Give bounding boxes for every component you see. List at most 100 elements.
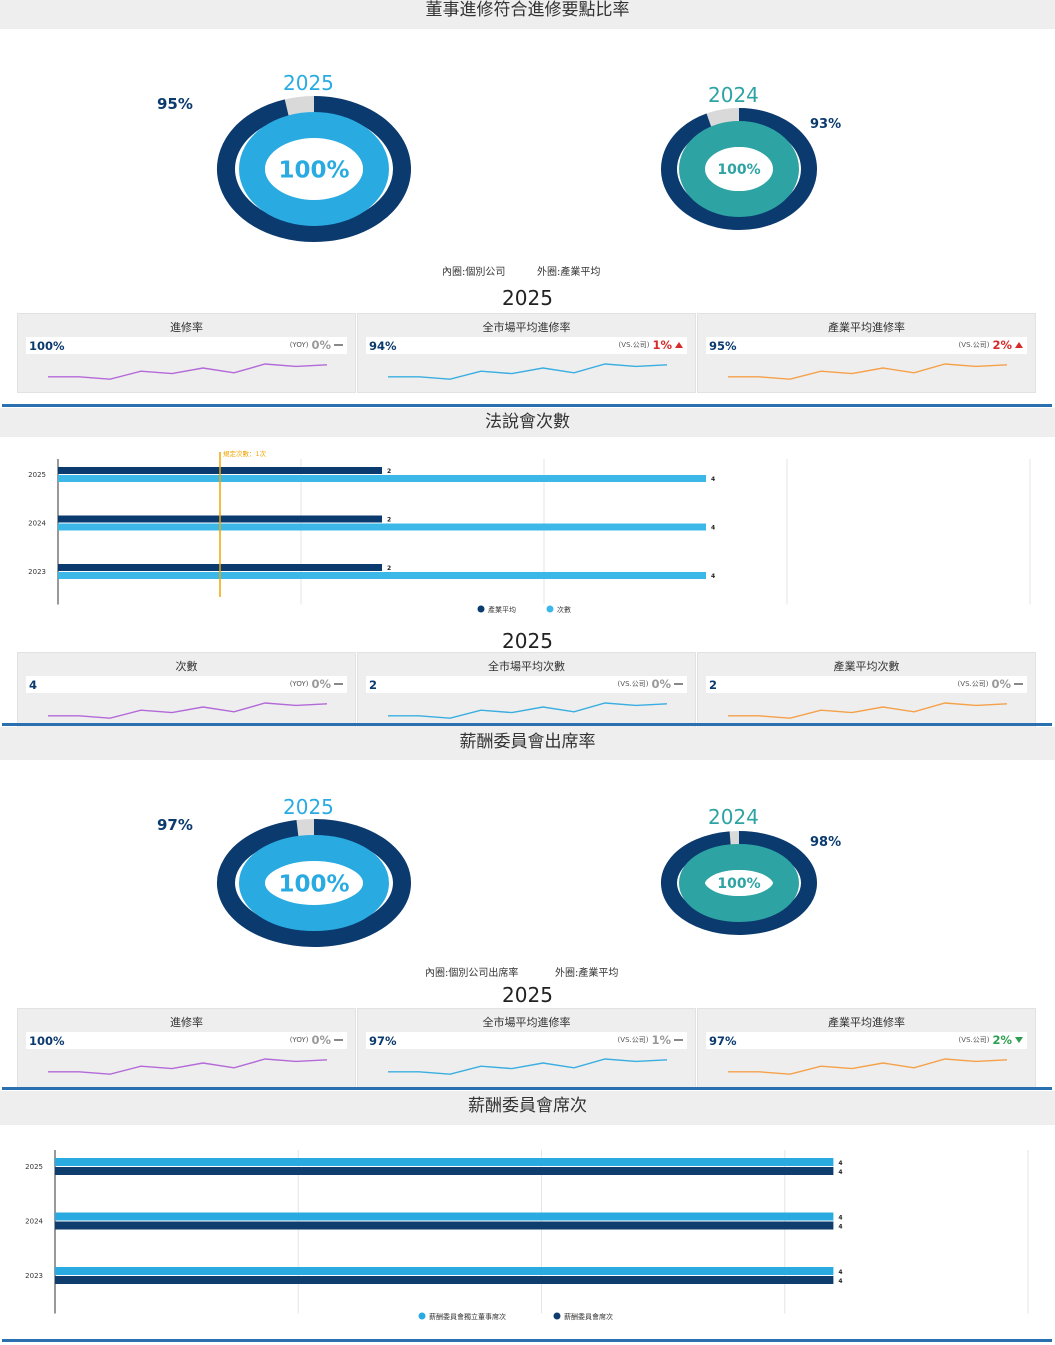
card-value-row: 100% (YOY) 0% (26, 1032, 347, 1049)
card-change: 2% (992, 338, 1012, 352)
bc2-data-label: 2 (387, 517, 391, 524)
card-value-row: 97% (VS.公司) 2% (706, 1032, 1027, 1049)
s3-card-1: 全市場平均進修率 97% (VS.公司) 1% (357, 1008, 696, 1088)
sparkline-path (48, 702, 328, 719)
bc2-category-label: 2023 (28, 568, 46, 576)
sparkline-path (728, 1058, 1008, 1075)
legend3-inner: 內圈:個別公司出席率 (425, 968, 519, 979)
card-change: 0% (311, 1033, 331, 1047)
bc4-bar (55, 1267, 834, 1275)
card-compare-label: (VS.公司) (617, 680, 649, 688)
card-compare-label: (YOY) (289, 680, 309, 688)
bc4-data-label: 4 (838, 1169, 842, 1176)
dash-icon (334, 683, 343, 685)
donut3-2025-year: 2025 (283, 795, 334, 819)
donut3-2024-inner-ring (679, 844, 799, 922)
arrow-up-icon (1015, 342, 1023, 348)
card-title: 產業平均次數 (833, 660, 900, 673)
card-compare: (VS.公司) 0% (618, 677, 683, 691)
legend-inner: 內圈:個別公司 (442, 267, 506, 278)
bc2-category-label: 2024 (28, 520, 46, 528)
sparkline (728, 702, 1008, 719)
donut-2025-inner-ring (239, 112, 389, 226)
card-title: 全市場平均進修率 (482, 321, 571, 334)
card-change: 0% (651, 677, 671, 691)
legend3-outer: 外圈:產業平均 (555, 968, 619, 979)
sparkline-path (388, 1058, 668, 1075)
card-compare-label: (VS.公司) (618, 341, 650, 349)
card-compare: (VS.公司) 2% (959, 338, 1023, 352)
donut3-2024: 100% (661, 831, 817, 935)
section3-summary-year: 2025 (502, 983, 553, 1007)
card-value: 2 (709, 678, 718, 692)
bc2-legend-marker (546, 605, 554, 613)
bc2-bar (58, 523, 706, 531)
dash-icon (674, 683, 683, 685)
sparkline-path (48, 363, 328, 380)
donut3-2025-inner-ring (239, 835, 389, 931)
donut-2024-center (707, 147, 771, 191)
donut3-2025: 100% (217, 819, 411, 947)
dash-icon (334, 1039, 343, 1041)
donut3-2024-year: 2024 (708, 805, 759, 829)
bc2-legend-label: 次數 (557, 605, 571, 614)
section2-summary-year: 2025 (502, 629, 553, 653)
section1-summary-year: 2025 (502, 286, 553, 310)
card-change: 1% (651, 1033, 671, 1047)
bc4-data-label: 4 (838, 1215, 842, 1222)
sparkline-path (388, 702, 668, 719)
section2-title: 法說會次數 (0, 408, 1055, 437)
section2-divider (2, 723, 1052, 726)
card-title: 全市場平均次數 (488, 660, 565, 673)
bar-chart-committee-seats: 2025 4 4 2024 4 4 2023 4 4 薪酬委員會獨立董事席次 薪酬委員會席次 (25, 1150, 1029, 1321)
donut-2025-outer-arc (217, 96, 411, 242)
bc2-data-label: 2 (387, 565, 391, 572)
bc4-legend-marker (418, 1312, 426, 1320)
card-value: 97% (709, 1034, 737, 1048)
sparkline-path (728, 702, 1008, 719)
card-compare-label: (VS.公司) (958, 341, 990, 349)
bc2-data-label: 4 (711, 525, 715, 532)
arrow-down-icon (1015, 1037, 1023, 1043)
card-value-row: 4 (YOY) 0% (26, 676, 347, 693)
bc2-data-label: 4 (711, 573, 715, 580)
card-title: 產業平均進修率 (828, 1016, 905, 1029)
bar-chart-briefings: 2025 2 4 2024 2 4 2023 2 4 產業平均 次數 規定次數：1次 (28, 449, 1031, 614)
bc4-data-label: 4 (838, 1224, 842, 1231)
s2-card-0: 次數 4 (YOY) 0% (17, 652, 356, 732)
section3-title: 薪酬委員會出席率 (0, 727, 1055, 760)
donut3-2024-outer-label: 98% (810, 835, 842, 850)
donut-2025-center (265, 139, 363, 199)
s1-card-1: 全市場平均進修率 94% (VS.公司) 1% (357, 313, 696, 393)
section3-divider (2, 1087, 1052, 1090)
card-value: 94% (369, 339, 397, 353)
dash-icon (1014, 683, 1023, 685)
card-value: 100% (29, 1034, 65, 1048)
card-value-row: 97% (VS.公司) 1% (366, 1032, 687, 1049)
section1-title: 董事進修符合進修要點比率 (0, 0, 1055, 29)
bc4-data-label: 4 (838, 1160, 842, 1167)
card-title: 進修率 (170, 1016, 203, 1029)
sparkline (728, 1058, 1008, 1075)
sparkline (48, 1058, 328, 1075)
card-compare: (VS.公司) 1% (619, 338, 683, 352)
card-compare-label: (VS.公司) (617, 1036, 649, 1044)
bc2-bar (58, 572, 706, 579)
card-change: 0% (991, 677, 1011, 691)
s3-card-2: 產業平均進修率 97% (VS.公司) 2% (697, 1008, 1036, 1088)
bc2-bar (58, 475, 706, 482)
donut3-2025-outer-label: 97% (157, 816, 193, 834)
card-value-row: 95% (VS.公司) 2% (706, 337, 1027, 354)
card-value-row: 2 (VS.公司) 0% (706, 676, 1027, 693)
card-title: 全市場平均進修率 (482, 1016, 571, 1029)
sparkline-path (48, 1058, 328, 1075)
card-change: 1% (652, 338, 672, 352)
donut-2024-outer-label: 93% (810, 117, 842, 132)
donut3-2025-center (265, 862, 363, 904)
bc4-bar (55, 1276, 834, 1284)
card-compare-label: (YOY) (289, 1036, 309, 1044)
donut-2025: 100% (217, 96, 411, 242)
donut3-2025-outer-arc (217, 819, 411, 947)
card-compare-label: (VS.公司) (957, 680, 989, 688)
bc4-legend-marker (553, 1312, 561, 1320)
